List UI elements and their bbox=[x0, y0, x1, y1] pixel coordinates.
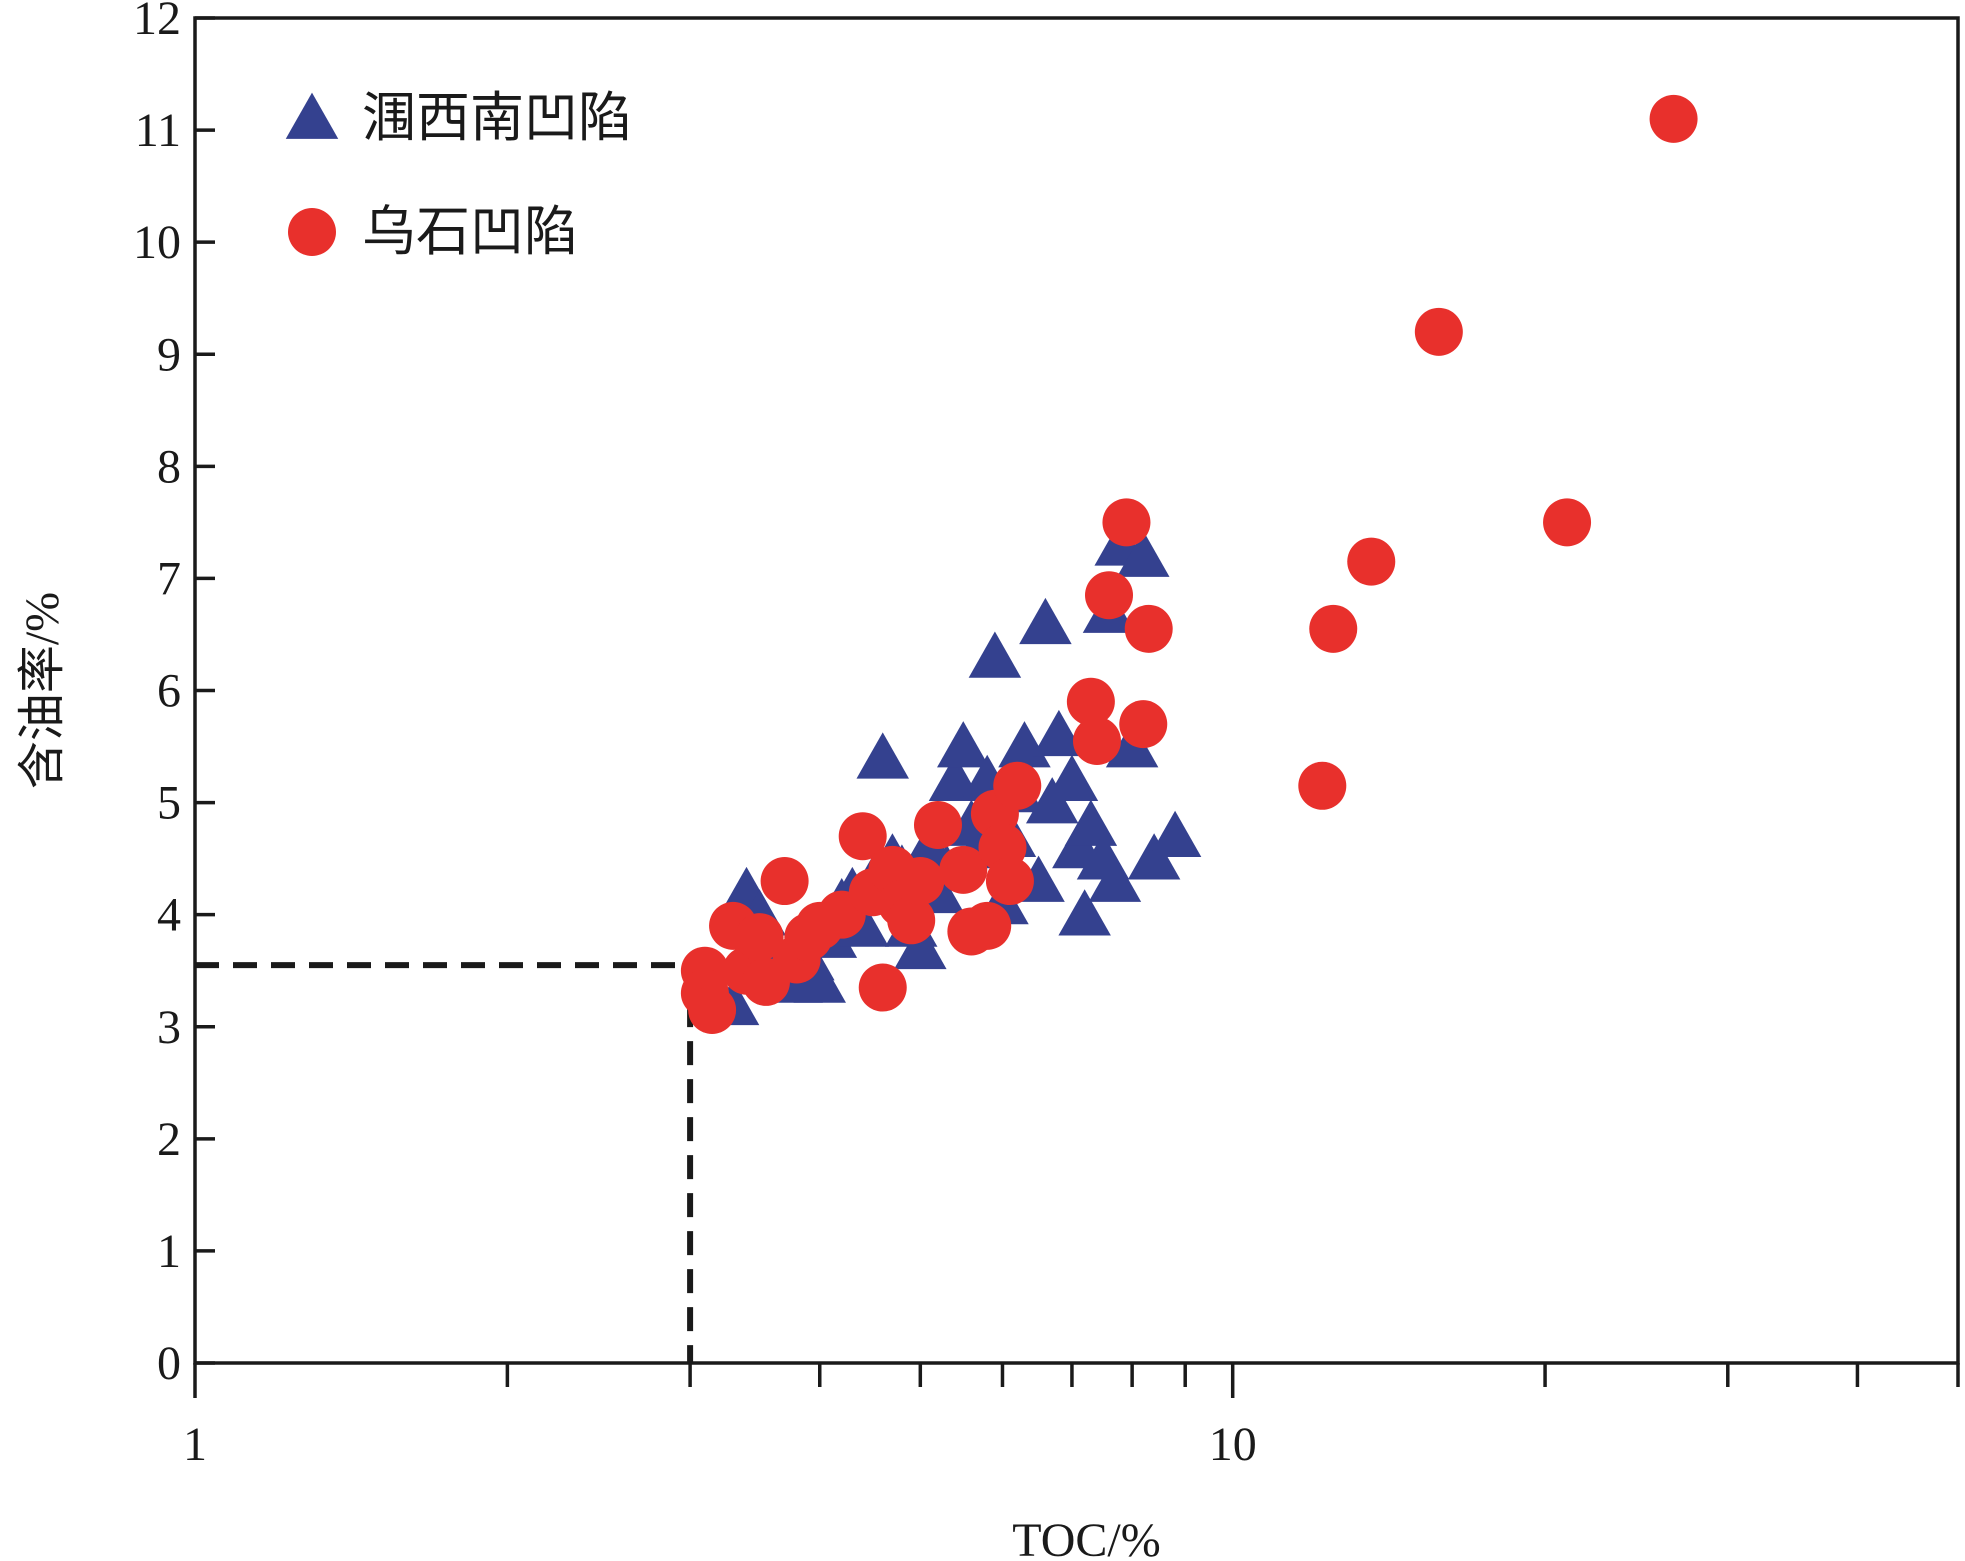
y-tick-label: 5 bbox=[157, 777, 181, 830]
y-tick-label: 10 bbox=[133, 216, 181, 269]
data-point-circle bbox=[887, 896, 936, 945]
x-axis-label: TOC/% bbox=[1012, 1514, 1160, 1561]
data-point-triangle bbox=[968, 631, 1022, 678]
data-point-circle bbox=[1414, 307, 1463, 356]
data-point-circle bbox=[1649, 94, 1698, 143]
legend-marker-circle bbox=[288, 208, 336, 256]
data-point-circle bbox=[688, 985, 737, 1034]
reference-lines bbox=[195, 962, 694, 1363]
data-point-circle bbox=[1102, 498, 1151, 547]
data-point-circle bbox=[896, 857, 945, 906]
data-point-circle bbox=[1119, 700, 1168, 749]
data-point-triangle bbox=[1058, 889, 1111, 936]
x-tick-label: 1 bbox=[183, 1418, 207, 1471]
data-point-circle bbox=[993, 761, 1042, 810]
data-point-triangle bbox=[1032, 709, 1086, 757]
data-point-circle bbox=[1124, 604, 1173, 653]
data-point-circle bbox=[963, 901, 1012, 950]
y-tick-label: 2 bbox=[157, 1113, 181, 1166]
y-tick-label: 12 bbox=[133, 0, 181, 45]
data-point-circle bbox=[1298, 761, 1347, 810]
legend-label: 乌石凹陷 bbox=[362, 200, 578, 263]
y-axis-label: 含油率/% bbox=[16, 592, 69, 789]
x-tick-label: 10 bbox=[1209, 1418, 1257, 1471]
y-tick-label: 3 bbox=[157, 1001, 181, 1054]
data-point-triangle bbox=[1045, 754, 1099, 801]
data-point-circle bbox=[760, 857, 809, 906]
data-point-triangle bbox=[1064, 799, 1118, 846]
data-point-triangle bbox=[937, 721, 990, 768]
y-tick-label: 8 bbox=[157, 440, 181, 493]
data-point-circle bbox=[1072, 716, 1121, 765]
legend-label: 涠西南凹陷 bbox=[362, 86, 632, 149]
y-tick-label: 4 bbox=[157, 889, 181, 942]
data-point-circle bbox=[838, 812, 887, 861]
data-point-triangle bbox=[856, 732, 909, 779]
data-point-circle bbox=[1066, 677, 1115, 726]
data-point-circle bbox=[939, 845, 988, 894]
y-tick-label: 6 bbox=[157, 665, 181, 718]
y-tick-label: 1 bbox=[157, 1225, 181, 1278]
data-point-circle bbox=[1085, 571, 1134, 620]
data-point-triangle bbox=[1148, 810, 1202, 858]
data-point-circle bbox=[1347, 537, 1396, 586]
y-tick-label: 0 bbox=[157, 1337, 181, 1390]
data-point-triangle bbox=[1019, 597, 1072, 645]
y-tick-label: 9 bbox=[157, 328, 181, 381]
data-point-circle bbox=[913, 801, 962, 849]
y-tick-label: 7 bbox=[157, 552, 181, 605]
legend-marker-triangle bbox=[285, 92, 339, 139]
data-point-circle bbox=[858, 963, 907, 1012]
data-point-circle bbox=[1543, 498, 1592, 547]
data-points bbox=[680, 94, 1698, 1034]
data-point-circle bbox=[1309, 604, 1358, 653]
data-point-triangle bbox=[894, 922, 947, 970]
data-point-triangle bbox=[793, 956, 847, 1003]
y-tick-label: 11 bbox=[135, 104, 181, 157]
data-point-circle bbox=[985, 857, 1034, 906]
data-point-triangle bbox=[1117, 530, 1170, 577]
data-point-triangle bbox=[1088, 855, 1142, 902]
data-point-circle bbox=[735, 913, 784, 962]
